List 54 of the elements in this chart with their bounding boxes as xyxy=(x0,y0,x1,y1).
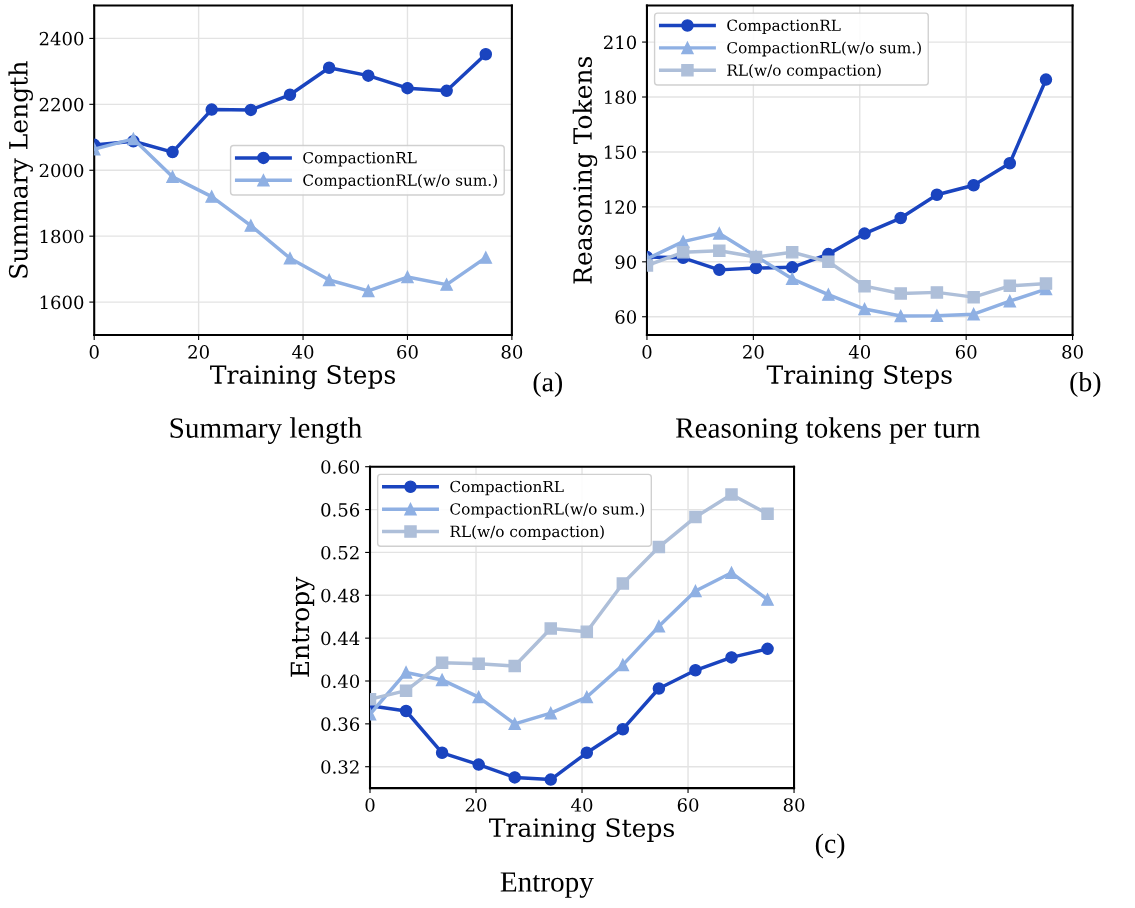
y-tick-label: 2200 xyxy=(39,97,84,112)
y-tick-label: 0.36 xyxy=(321,717,360,731)
x-tick-label: 0 xyxy=(642,345,652,359)
y-axis-title: Entropy xyxy=(290,576,315,677)
x-tick-label: 60 xyxy=(955,345,977,359)
y-tick-label: 0.32 xyxy=(321,760,359,774)
y-tick-label: 0.40 xyxy=(321,674,360,689)
y-tick-label: 0.52 xyxy=(321,545,359,560)
legend-label: CompactionRL(w/o sum.) xyxy=(303,174,497,189)
text: (a) xyxy=(533,371,562,398)
text: Entropy xyxy=(500,872,594,898)
y-tick-label: 180 xyxy=(604,90,637,105)
x-tick-label: 0 xyxy=(89,345,99,359)
text: (b) xyxy=(1070,371,1101,398)
legend-label: RL(w/o compaction) xyxy=(727,64,881,79)
legend-label: CompactionRL(w/o sum.) xyxy=(727,41,921,57)
x-tick-label: 40 xyxy=(292,345,314,359)
y-tick-label: 1800 xyxy=(40,229,84,244)
x-axis-title: Training Steps xyxy=(766,365,952,390)
x-tick-label: 40 xyxy=(848,345,871,359)
y-tick-label: 0.44 xyxy=(321,631,360,646)
x-tick-label: 0 xyxy=(365,798,375,812)
y-tick-label: 1600 xyxy=(40,295,84,310)
x-axis-title: Training Steps xyxy=(210,365,395,390)
y-tick-label: 60 xyxy=(615,310,637,324)
y-tick-label: 120 xyxy=(604,200,637,214)
y-tick-label: 2000 xyxy=(39,163,84,178)
legend-label: CompactionRL xyxy=(303,151,417,167)
x-tick-label: 40 xyxy=(571,798,593,812)
x-axis-title: Training Steps xyxy=(489,818,674,843)
y-tick-label: 0.56 xyxy=(321,503,360,517)
legend-label: CompactionRL xyxy=(450,480,564,496)
x-tick-label: 60 xyxy=(677,798,699,812)
legend-label: RL(w/o compaction) xyxy=(450,525,604,541)
text: Summary length xyxy=(170,417,362,444)
y-tick-label: 0.60 xyxy=(321,460,360,474)
x-tick-label: 80 xyxy=(501,345,523,359)
y-tick-label: 210 xyxy=(603,35,637,50)
x-tick-label: 20 xyxy=(188,345,209,359)
y-tick-label: 0.48 xyxy=(321,588,360,603)
x-tick-label: 80 xyxy=(783,798,805,812)
text: Reasoning tokens per turn xyxy=(675,417,981,444)
x-tick-label: 20 xyxy=(465,798,487,812)
y-tick-label: 90 xyxy=(615,255,637,269)
y-axis-title: Summary Length xyxy=(8,61,33,278)
y-tick-label: 150 xyxy=(604,145,637,160)
y-tick-label: 2400 xyxy=(39,31,84,46)
x-tick-label: 80 xyxy=(1062,345,1083,359)
x-tick-label: 60 xyxy=(397,345,418,359)
text: (c) xyxy=(815,833,845,859)
legend-label: CompactionRL xyxy=(727,19,841,34)
y-axis-title: Reasoning Tokens xyxy=(572,56,598,284)
x-tick-label: 20 xyxy=(743,345,764,359)
legend-label: CompactionRL(w/o sum.) xyxy=(450,502,644,518)
